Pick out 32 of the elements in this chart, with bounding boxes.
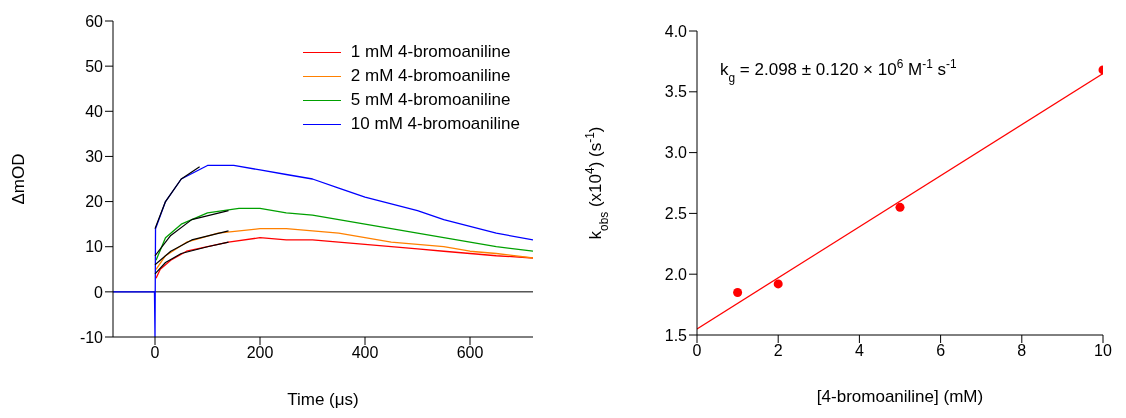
y-tick-label: 3.0: [664, 144, 688, 162]
y-tick-label: 1.5: [664, 326, 688, 344]
y-tick-label: 40: [85, 102, 104, 120]
legend-label: 5 mM 4-bromoaniline: [350, 90, 511, 110]
x-tick-label: 8: [1017, 342, 1027, 360]
x-tick-label: 6: [936, 342, 946, 360]
x-tick-label: 2: [773, 342, 783, 360]
legend-label: 2 mM 4-bromoaniline: [350, 66, 511, 86]
x-axis-title: Time (μs): [287, 390, 359, 409]
y-tick-label: 10: [85, 238, 104, 256]
x-tick-label: 600: [456, 344, 484, 362]
legend-label: 10 mM 4-bromoaniline: [350, 114, 520, 134]
x-tick-label: 200: [246, 344, 274, 362]
y-tick-label: 30: [85, 148, 104, 166]
y-tick-label: -10: [79, 328, 104, 346]
y-tick-label: 3.5: [664, 83, 688, 101]
x-tick-label: 4: [854, 342, 864, 360]
x-axis-title: [4-bromoaniline] (mM): [816, 387, 984, 406]
y-tick-label: 4.0: [664, 22, 688, 40]
y-tick-label: 2.0: [664, 265, 688, 283]
annotation: k$_{g}$ = 2.098 ± 0.120 × 10$^{6}$ M$^{-1}$ s$^{-1}$: [720, 57, 957, 85]
legend-label: 1 mM 4-bromoaniline: [350, 42, 511, 62]
x-tick-label: 10: [1094, 342, 1112, 360]
y-tick-label: 2.5: [664, 205, 688, 223]
y-tick-label: 60: [85, 12, 104, 30]
x-tick-label: 400: [351, 344, 379, 362]
x-tick-label: 0: [150, 344, 160, 362]
x-tick-label: 0: [692, 342, 702, 360]
y-tick-label: 20: [85, 193, 104, 211]
y-tick-label: 50: [85, 57, 104, 75]
y-axis-title: ΔmOD: [9, 153, 28, 205]
y-tick-label: 0: [94, 283, 104, 301]
